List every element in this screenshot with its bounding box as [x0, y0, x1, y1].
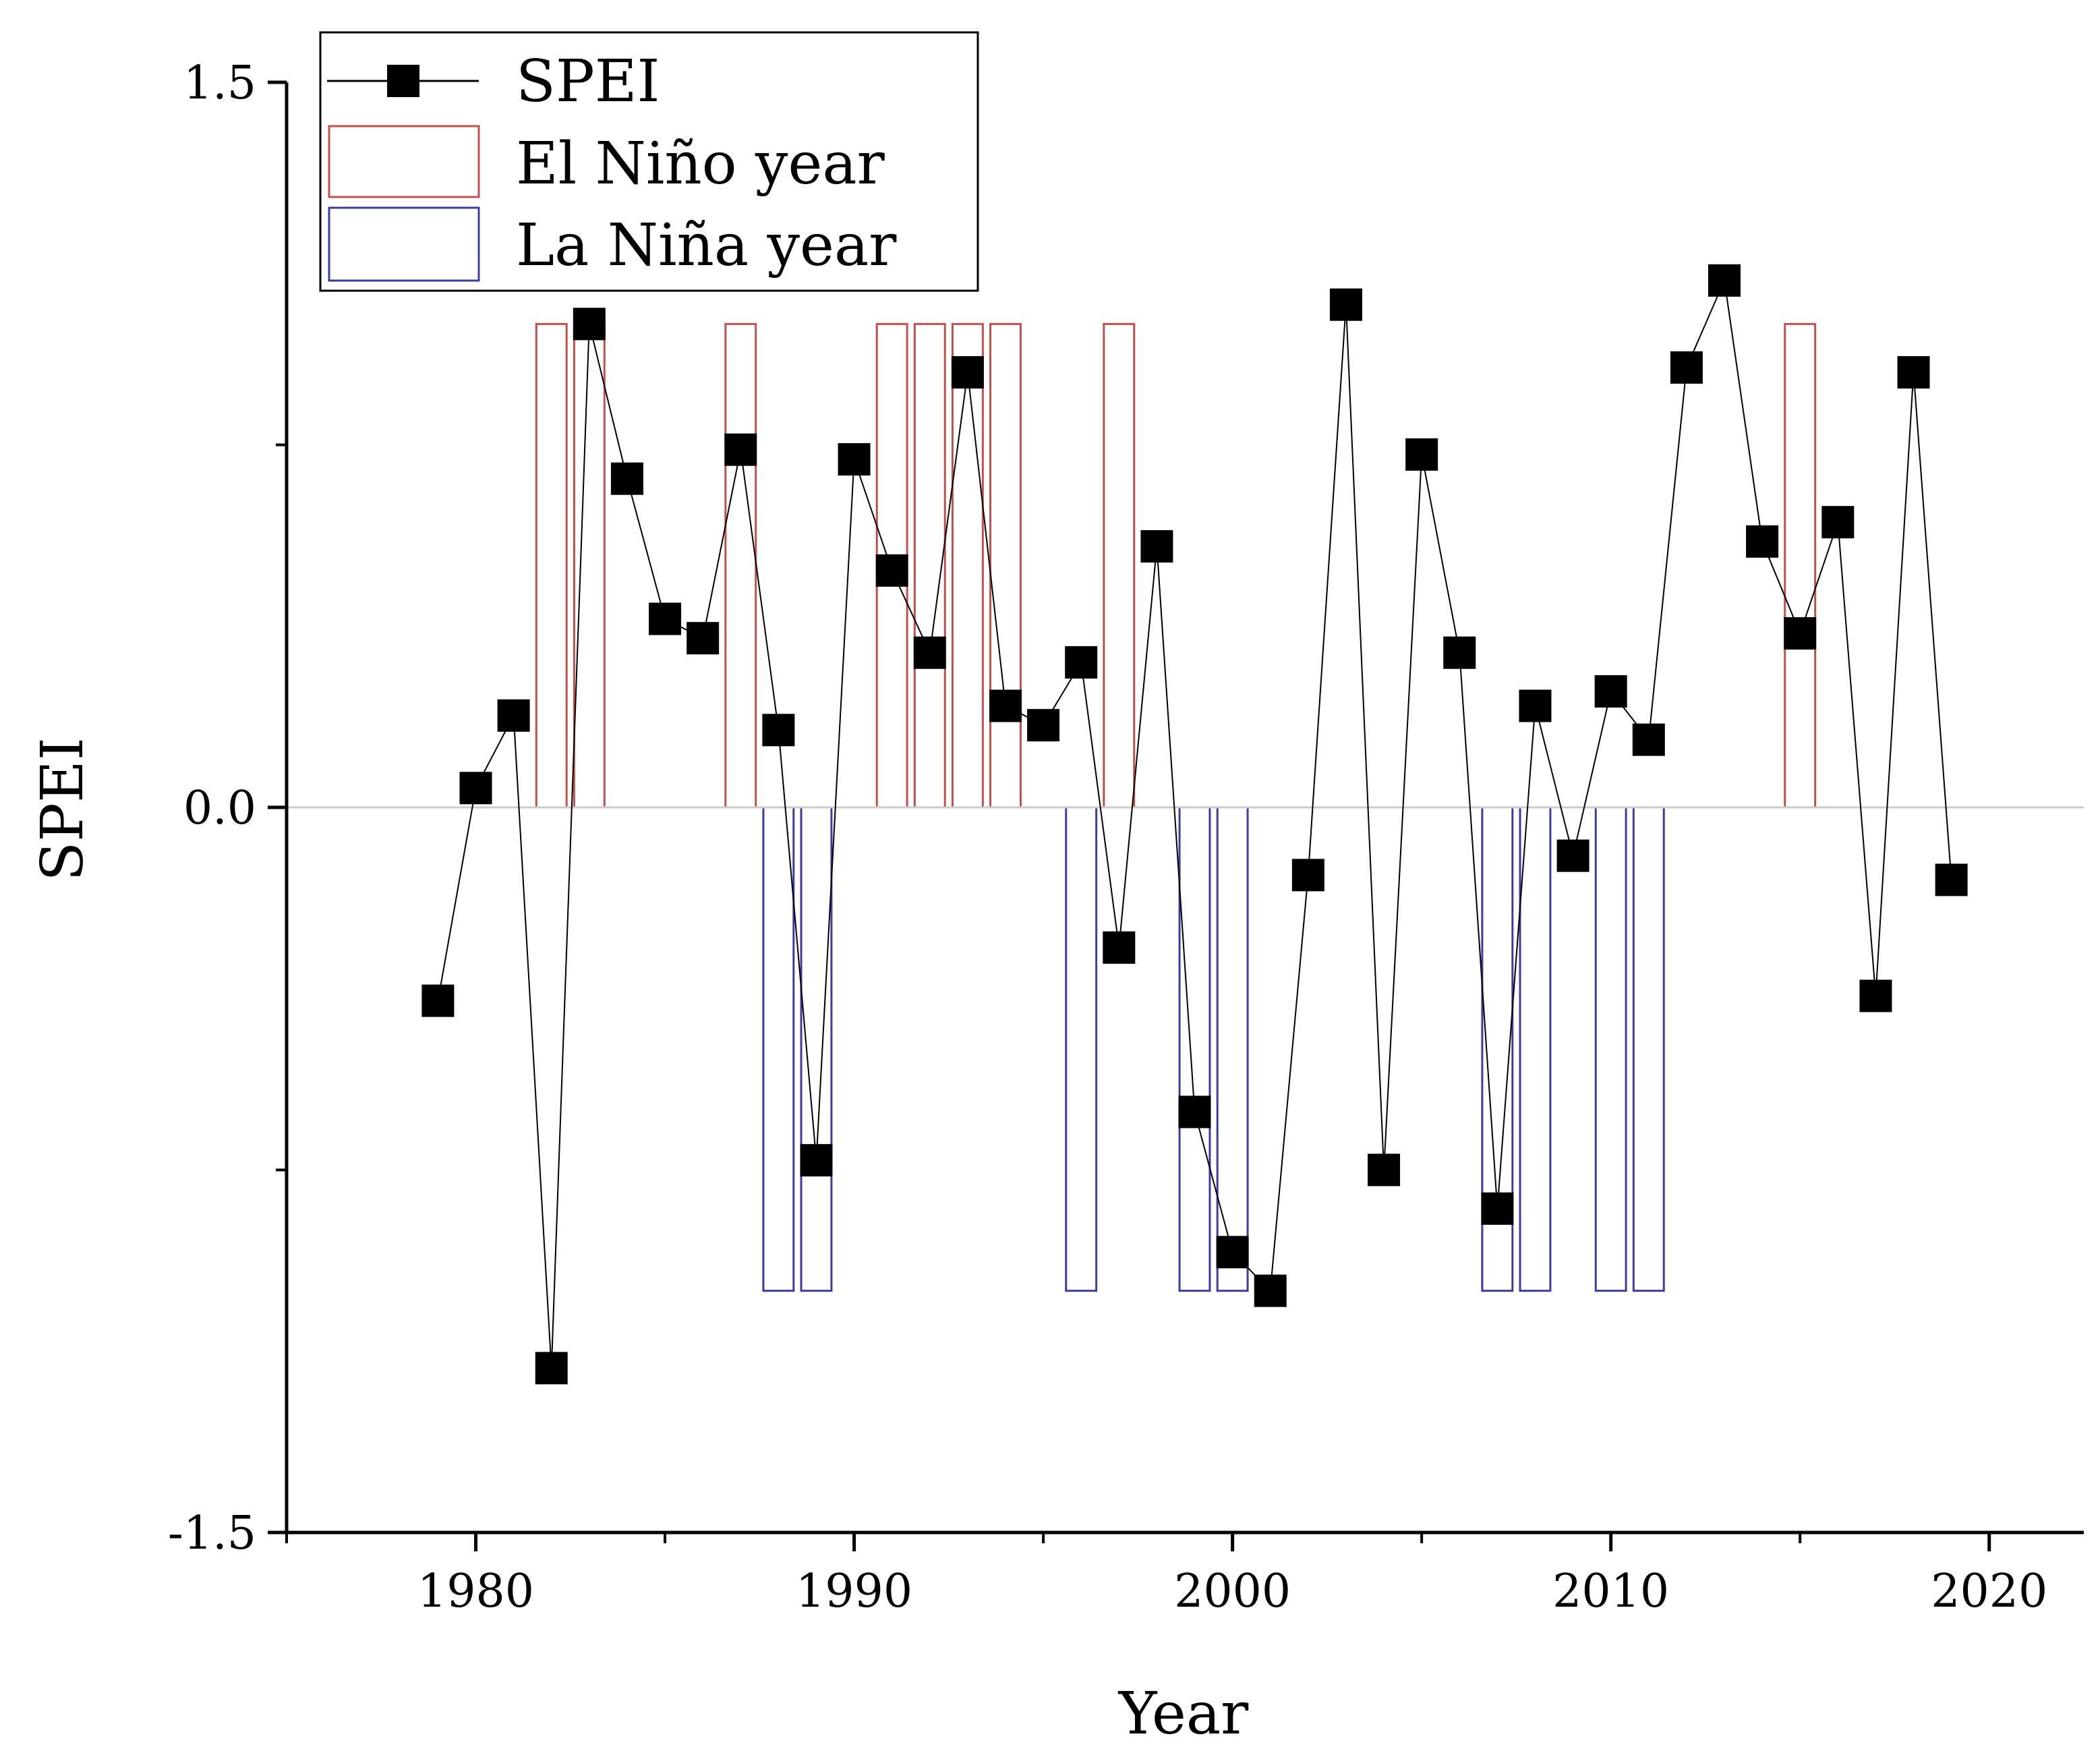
spei-point: [838, 443, 871, 476]
spei-point: [1897, 356, 1930, 389]
y-tick-label: -1.5: [168, 1507, 256, 1560]
spei-point: [497, 699, 530, 732]
spei-point: [1821, 506, 1855, 539]
spei-point: [1556, 839, 1589, 872]
legend-el-nino-swatch: [328, 125, 480, 198]
el-nino-bar: [535, 322, 568, 809]
spei-point: [1632, 723, 1665, 756]
spei-point: [762, 714, 795, 747]
el-nino-bar: [724, 322, 757, 809]
legend-la-nina-swatch: [328, 206, 480, 282]
legend-spei-label: SPEI: [516, 48, 660, 115]
x-tick-label: 2020: [1931, 1565, 2047, 1618]
spei-point: [1027, 709, 1060, 742]
spei-point: [1519, 689, 1552, 722]
x-tick-label: 1990: [796, 1565, 912, 1618]
legend-el-nino-label: El Niño year: [516, 130, 885, 198]
el-nino-bar: [573, 322, 606, 809]
x-tick-label: 2010: [1552, 1565, 1669, 1618]
spei-point: [687, 622, 720, 655]
axes: 1.5 0.0 -1.5 1980 1990 2000 2010 2020: [168, 57, 2084, 1618]
la-nina-bar: [762, 806, 795, 1292]
spei-point: [1178, 1095, 1211, 1128]
spei-point: [649, 602, 682, 635]
y-tick-label: 0.0: [183, 782, 256, 835]
legend: SPEI El Niño year La Niña year: [319, 31, 979, 292]
spei-point: [913, 636, 946, 669]
spei-point: [1405, 438, 1438, 471]
spei-point: [1254, 1274, 1287, 1307]
legend-la-nina-label: La Niña year: [516, 212, 897, 279]
spei-point: [1746, 525, 1779, 558]
legend-box: [319, 31, 979, 292]
la-nina-bar: [1594, 806, 1627, 1292]
la-nina-bar: [1632, 806, 1665, 1292]
spei-point: [1291, 859, 1324, 892]
spei-point: [421, 984, 455, 1017]
spei-point: [610, 462, 643, 495]
la-nina-bar: [1216, 806, 1249, 1292]
spei-point: [1443, 636, 1476, 669]
x-tick-label: 2000: [1174, 1565, 1291, 1618]
el-nino-bar: [1103, 322, 1136, 809]
la-nina-bar: [1519, 806, 1552, 1292]
el-nino-bar: [913, 322, 946, 809]
spei-point: [989, 689, 1022, 722]
x-axis-title: Year: [1118, 1680, 1249, 1748]
el-nino-bar: [989, 322, 1022, 809]
spei-point: [875, 554, 908, 587]
legend-spei-marker: [387, 65, 419, 97]
spei-point: [535, 1352, 568, 1385]
la-nina-bar: [1065, 806, 1098, 1292]
y-axis-title: SPEI: [29, 737, 96, 882]
spei-point: [1216, 1236, 1249, 1269]
spei-point: [573, 308, 606, 341]
spei-point: [1670, 351, 1703, 384]
spei-point: [459, 772, 492, 805]
spei-point: [800, 1144, 833, 1177]
spei-point: [1594, 675, 1627, 708]
spei-point: [1935, 863, 1968, 896]
spei-point: [1859, 979, 1892, 1012]
spei-series-group: [421, 264, 1968, 1385]
spei-point: [724, 433, 757, 466]
la-nina-bar: [800, 806, 833, 1292]
spei-point: [951, 356, 984, 389]
el-nino-bar: [951, 322, 984, 809]
y-tick-label: 1.5: [183, 57, 256, 110]
x-tick-label: 1980: [417, 1565, 534, 1618]
spei-point: [1784, 617, 1817, 650]
la-nina-bar: [1178, 806, 1211, 1292]
spei-point: [1708, 264, 1741, 297]
spei-point: [1368, 1153, 1401, 1186]
spei-point: [1329, 288, 1362, 321]
spei-point: [1481, 1192, 1514, 1225]
el-nino-bar: [1784, 322, 1817, 809]
spei-point: [1065, 646, 1098, 679]
spei-point: [1103, 931, 1136, 964]
spei-line: [437, 278, 1952, 1369]
spei-point: [1140, 530, 1173, 563]
